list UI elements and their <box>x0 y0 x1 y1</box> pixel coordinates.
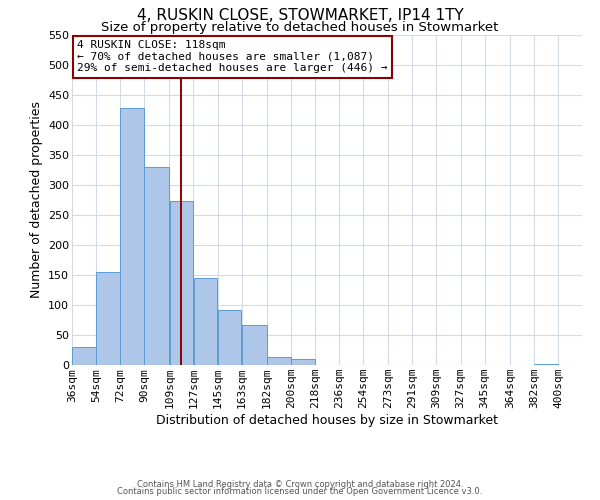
Bar <box>291 359 315 365</box>
Bar <box>218 310 241 365</box>
Text: Size of property relative to detached houses in Stowmarket: Size of property relative to detached ho… <box>101 21 499 34</box>
Bar <box>144 167 169 365</box>
Bar <box>267 357 291 365</box>
Text: Contains HM Land Registry data © Crown copyright and database right 2024.: Contains HM Land Registry data © Crown c… <box>137 480 463 489</box>
Bar <box>194 278 217 365</box>
Y-axis label: Number of detached properties: Number of detached properties <box>29 102 43 298</box>
Text: Contains public sector information licensed under the Open Government Licence v3: Contains public sector information licen… <box>118 488 482 496</box>
Bar <box>96 272 120 365</box>
X-axis label: Distribution of detached houses by size in Stowmarket: Distribution of detached houses by size … <box>156 414 498 427</box>
Bar <box>120 108 144 365</box>
Bar <box>534 364 558 365</box>
Bar <box>242 325 267 365</box>
Bar <box>170 201 193 365</box>
Text: 4 RUSKIN CLOSE: 118sqm
← 70% of detached houses are smaller (1,087)
29% of semi-: 4 RUSKIN CLOSE: 118sqm ← 70% of detached… <box>77 40 388 73</box>
Bar <box>72 347 96 365</box>
Text: 4, RUSKIN CLOSE, STOWMARKET, IP14 1TY: 4, RUSKIN CLOSE, STOWMARKET, IP14 1TY <box>137 8 463 22</box>
